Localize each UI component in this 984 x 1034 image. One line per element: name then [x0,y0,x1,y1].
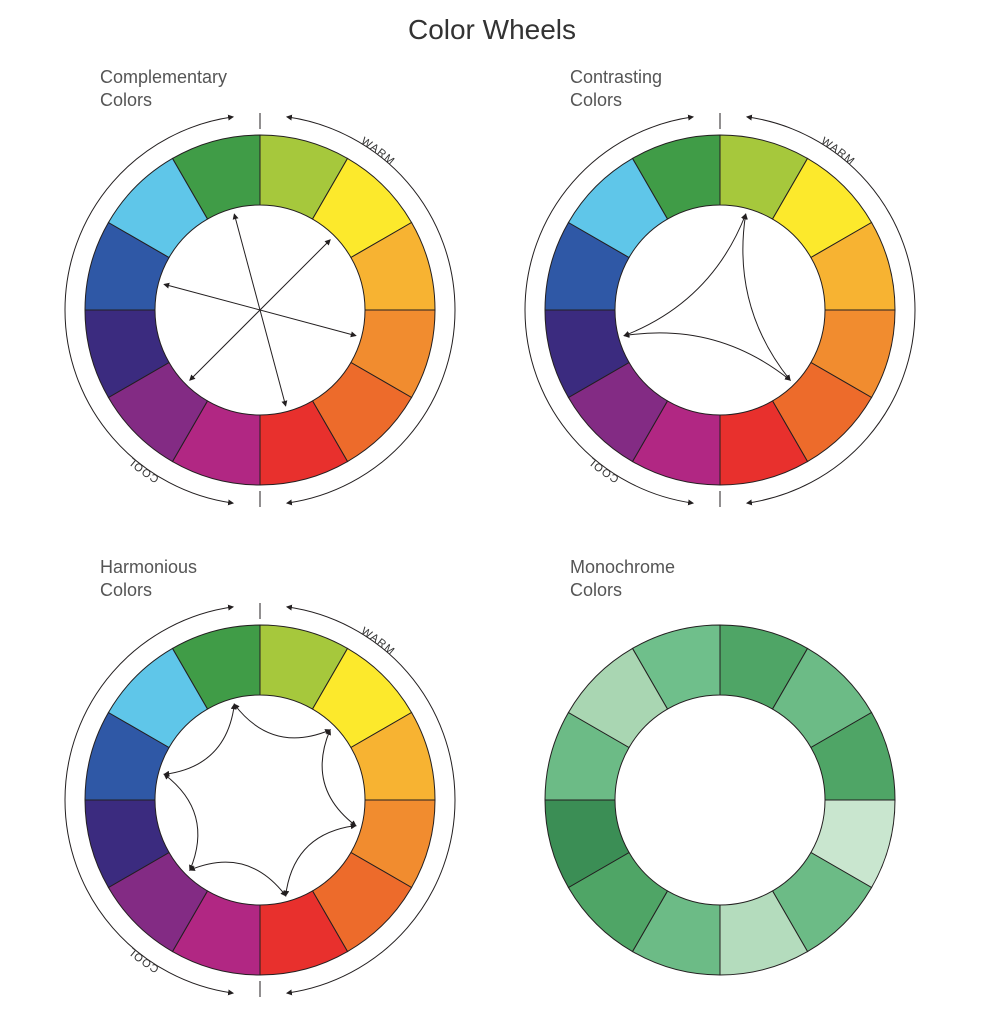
cool-label: COOL [585,454,621,485]
diagram-svg: WARM COOL WARM COOL WARM COOL [0,0,984,1034]
wheel-contrasting: WARM COOL [525,113,915,507]
cool-label: COOL [125,454,161,485]
wheel-label-contrasting: Contrasting Colors [570,66,662,111]
label-line: Colors [100,580,152,600]
label-line: Complementary [100,67,227,87]
wheel-label-complementary: Complementary Colors [100,66,227,111]
label-line: Colors [570,90,622,110]
relation-line [164,284,355,335]
page-title: Color Wheels [0,14,984,46]
label-line: Monochrome [570,557,675,577]
wheel-monochrome [545,625,895,975]
wheel-complementary: WARM COOL [65,113,455,507]
warm-label: WARM [359,625,397,658]
label-line: Colors [570,580,622,600]
cool-label: COOL [125,944,161,975]
wheel-harmonious: WARM COOL [65,603,455,997]
relation-curve [743,214,790,380]
relation-curve [624,333,790,380]
warm-label: WARM [359,135,397,168]
wheel-label-harmonious: Harmonious Colors [100,556,197,601]
warm-label: WARM [819,135,857,168]
label-line: Colors [100,90,152,110]
label-line: Contrasting [570,67,662,87]
label-line: Harmonious [100,557,197,577]
page: Color Wheels ComplementaryColorsContrast… [0,0,984,1034]
wheel-label-monochrome: Monochrome Colors [570,556,675,601]
